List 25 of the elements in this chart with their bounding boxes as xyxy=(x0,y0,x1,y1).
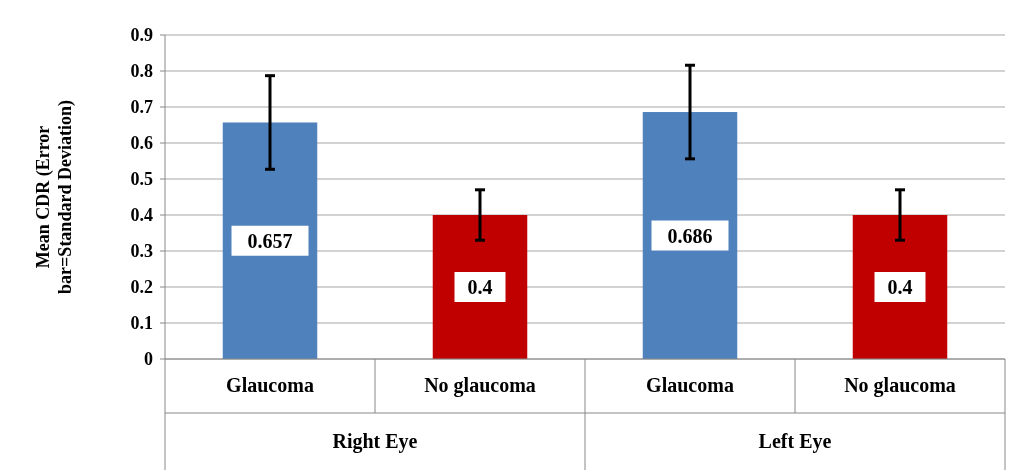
data-label: 0.4 xyxy=(467,276,493,298)
x-tick-label: Glaucoma xyxy=(226,374,314,396)
y-tick-label: 0.6 xyxy=(130,133,153,153)
bar xyxy=(222,122,318,359)
y-tick-label: 0.5 xyxy=(130,169,153,189)
y-tick-label: 0.3 xyxy=(130,241,153,261)
data-label: 0.4 xyxy=(887,276,913,298)
text: Right Eye xyxy=(332,430,418,453)
data-label: 0.686 xyxy=(667,224,713,247)
data-label: 0.657 xyxy=(247,229,293,252)
y-tick-label: 0 xyxy=(144,349,153,369)
y-tick-label: 0.9 xyxy=(130,25,153,45)
y-axis-title: Mean CDR (Error bar=Standard Deviation) xyxy=(33,100,76,294)
bar xyxy=(642,112,738,359)
text: Left Eye xyxy=(758,430,832,453)
y-tick-label: 0.8 xyxy=(130,61,153,81)
y-tick-label: 0.7 xyxy=(130,97,153,117)
x-tick-label: Glaucoma xyxy=(646,374,734,396)
bar xyxy=(852,215,948,359)
y-tick-label: 0.1 xyxy=(130,313,153,333)
bar xyxy=(432,215,528,359)
x-tick-label: No glaucoma xyxy=(424,374,536,397)
x-tick-label: No glaucoma xyxy=(844,374,956,397)
y-tick-label: 0.4 xyxy=(130,205,153,225)
y-tick-label: 0.2 xyxy=(130,277,153,297)
